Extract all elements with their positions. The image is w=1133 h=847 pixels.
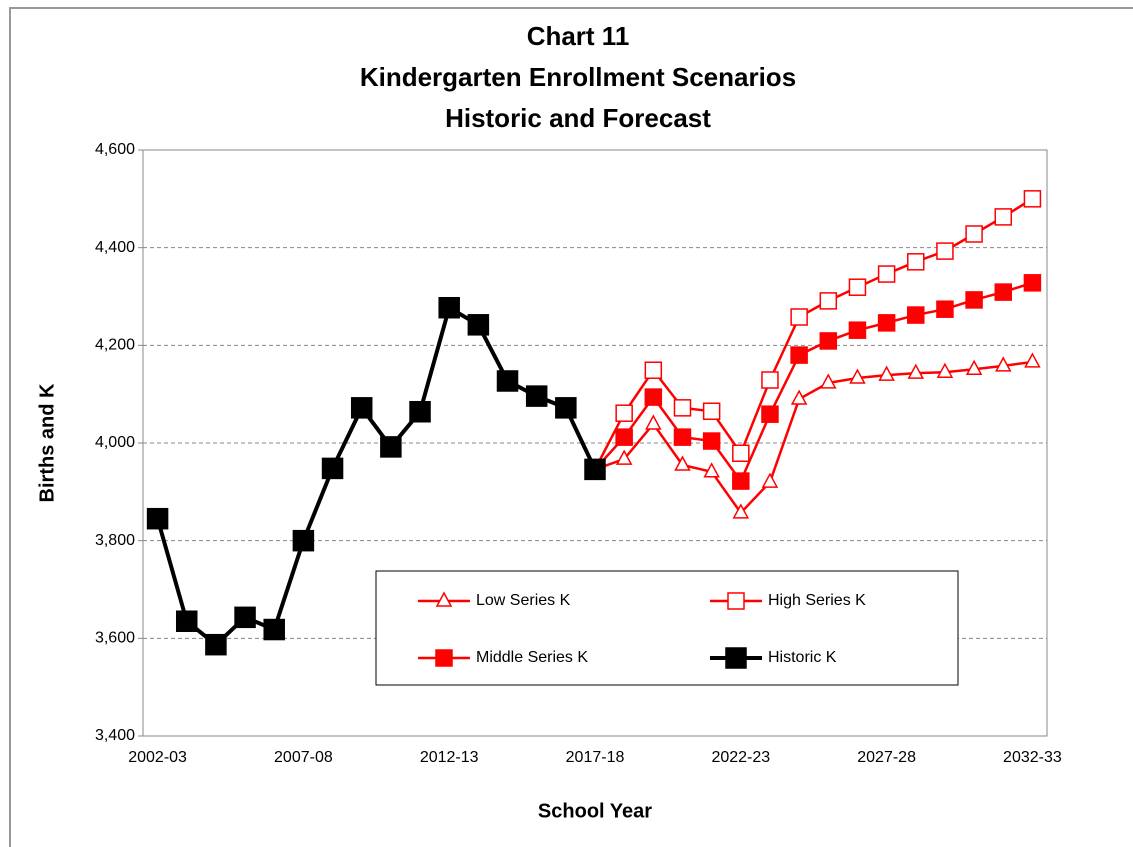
point — [995, 356, 1012, 372]
point — [703, 462, 720, 478]
y-tick-label: 3,400 — [95, 727, 135, 744]
point — [644, 388, 663, 406]
chart-title: Chart 11 — [527, 21, 630, 51]
point — [819, 332, 838, 350]
point — [761, 472, 779, 488]
point — [525, 385, 548, 407]
point — [555, 397, 577, 419]
point — [584, 458, 606, 481]
point — [674, 455, 691, 471]
point — [994, 208, 1013, 226]
point — [936, 362, 954, 378]
point — [936, 242, 954, 260]
point — [234, 606, 256, 629]
point — [645, 414, 662, 430]
point — [761, 405, 779, 423]
point — [877, 314, 896, 332]
y-tick-label: 3,600 — [95, 630, 135, 647]
point — [615, 428, 633, 446]
point — [350, 397, 373, 419]
point — [907, 306, 925, 324]
point — [877, 265, 896, 283]
x-tick-label: 2012-13 — [420, 749, 479, 766]
point — [732, 472, 750, 490]
point — [761, 371, 779, 389]
legend-marker — [727, 592, 745, 610]
point — [702, 402, 721, 421]
point — [819, 292, 838, 310]
legend — [375, 570, 959, 686]
point — [994, 283, 1013, 301]
point — [615, 449, 633, 465]
point — [732, 503, 750, 519]
point — [848, 321, 867, 339]
point — [146, 507, 169, 530]
frame — [9, 7, 1133, 847]
point — [1023, 274, 1042, 292]
point — [496, 370, 519, 392]
series-line — [155, 304, 597, 648]
legend-marker — [435, 591, 453, 607]
x-tick-label: 2002-03 — [128, 749, 187, 766]
point — [673, 399, 692, 417]
series-line — [593, 197, 1034, 470]
point — [1024, 352, 1041, 368]
point — [438, 296, 460, 319]
legend-marker — [435, 649, 453, 667]
point — [848, 278, 867, 296]
point — [644, 361, 663, 379]
y-tick-label: 4,200 — [95, 337, 135, 354]
legend-label: Low Series K — [476, 592, 571, 609]
series-line — [594, 360, 1033, 515]
legend-label: Historic K — [768, 649, 837, 666]
point — [205, 633, 227, 656]
series-line — [594, 281, 1033, 484]
legend-label: Middle Series K — [476, 649, 588, 666]
point — [820, 373, 837, 389]
x-tick-label: 2027-28 — [857, 749, 916, 766]
point — [175, 610, 198, 632]
point — [380, 436, 402, 458]
point — [965, 291, 983, 309]
point — [1023, 190, 1042, 208]
point — [409, 400, 431, 423]
point — [321, 457, 344, 480]
x-axis-label: School Year — [538, 800, 652, 822]
point — [467, 314, 490, 336]
point — [292, 529, 315, 552]
point — [732, 444, 750, 463]
chart-title: Historic and Forecast — [445, 103, 711, 133]
y-axis-label: Births and K — [36, 383, 58, 502]
point — [790, 308, 808, 326]
x-tick-label: 2032-33 — [1003, 749, 1062, 766]
point — [965, 225, 983, 243]
x-tick-label: 2017-18 — [566, 749, 625, 766]
point — [878, 365, 895, 381]
point — [907, 253, 925, 271]
point — [790, 389, 808, 405]
point — [849, 368, 866, 384]
point — [907, 363, 925, 379]
point — [615, 404, 633, 422]
x-tick-label: 2022-23 — [711, 749, 770, 766]
legend-marker — [725, 647, 747, 669]
y-tick-label: 3,800 — [95, 532, 135, 549]
point — [790, 346, 808, 364]
chart-title: Kindergarten Enrollment Scenarios — [360, 62, 796, 92]
y-tick-label: 4,000 — [95, 434, 135, 451]
point — [936, 300, 954, 318]
legend-label: High Series K — [768, 592, 866, 609]
point — [965, 359, 983, 376]
point — [673, 428, 692, 446]
x-tick-label: 2007-08 — [274, 749, 333, 766]
point — [702, 432, 721, 450]
y-tick-label: 4,400 — [95, 239, 135, 256]
y-tick-label: 4,600 — [95, 141, 135, 158]
plot-area — [142, 149, 1048, 737]
point — [263, 618, 285, 641]
